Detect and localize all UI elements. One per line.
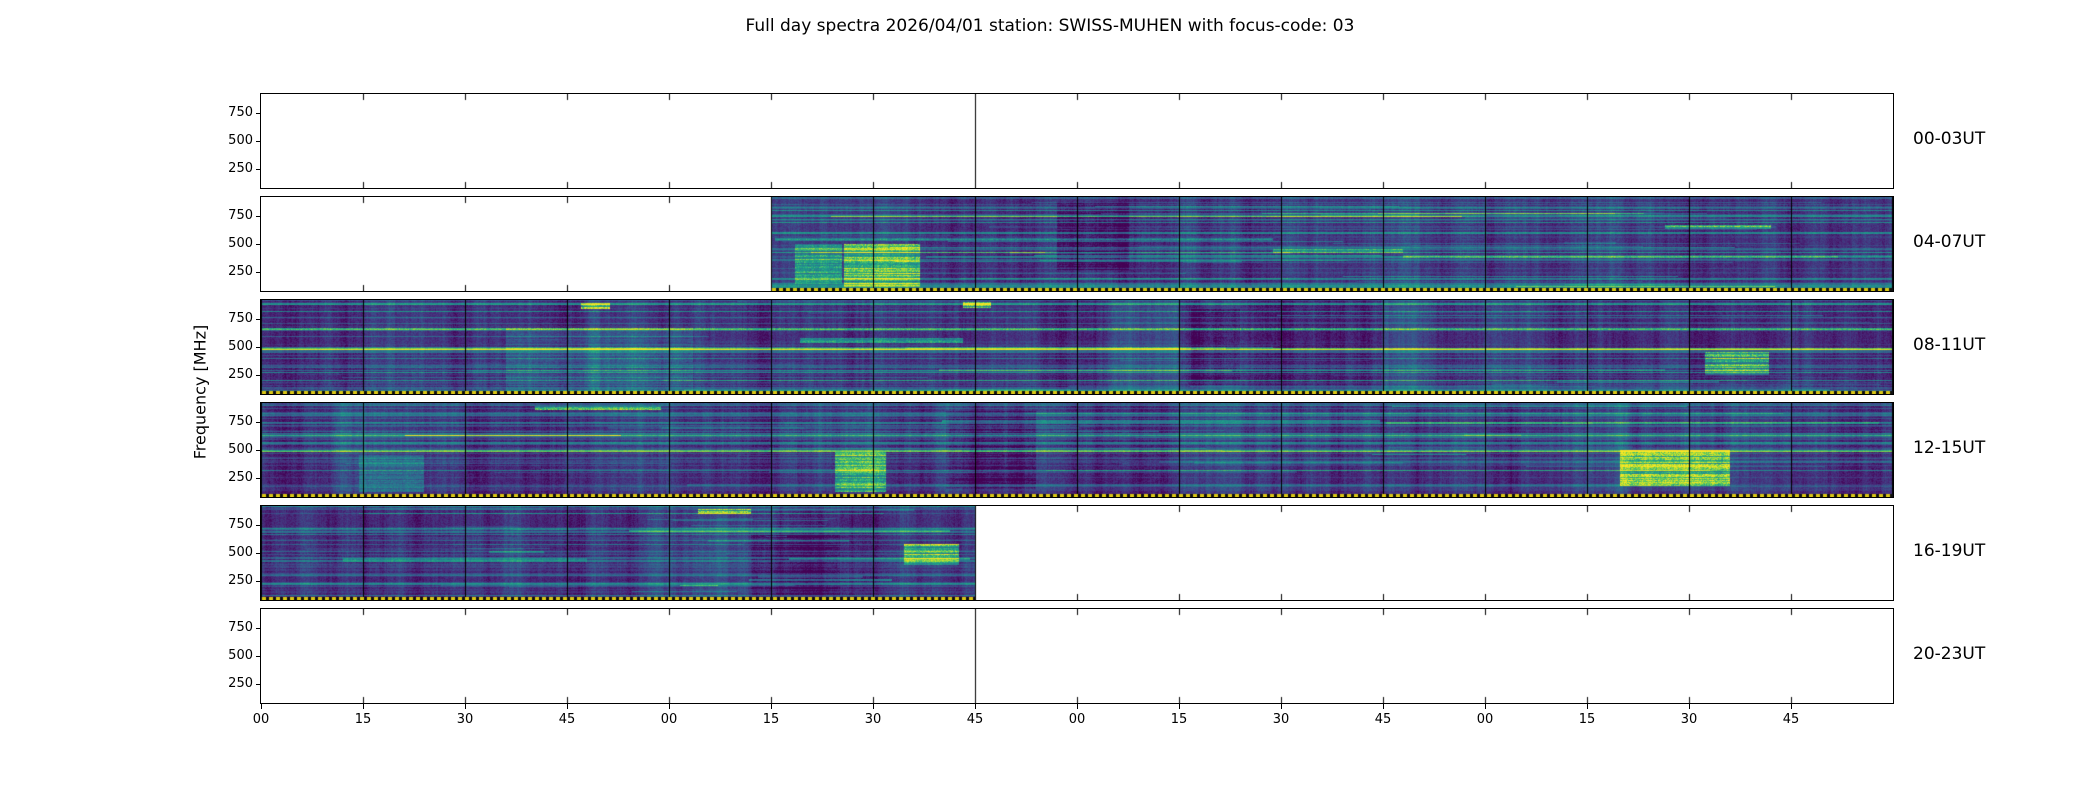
x-tick-mark <box>975 704 976 709</box>
row-time-label: 00-03UT <box>1913 129 1986 149</box>
spectra-row-panel <box>260 196 1894 292</box>
y-tick-mark <box>256 215 260 217</box>
y-tick-label: 750 <box>228 104 253 120</box>
y-tick-label: 750 <box>228 516 253 532</box>
x-tick-mark <box>1077 704 1078 709</box>
y-tick-label: 750 <box>228 413 253 429</box>
spectrogram-canvas <box>261 300 1893 394</box>
x-tick-mark <box>1179 704 1180 709</box>
y-tick-mark <box>256 656 260 657</box>
y-tick-label: 750 <box>228 619 253 635</box>
x-tick-mark <box>363 704 364 709</box>
spectrogram-canvas <box>261 403 1893 497</box>
y-axis-label: Frequency [MHz] <box>190 324 210 460</box>
y-tick-mark <box>256 141 260 142</box>
x-tick-mark <box>1587 704 1588 709</box>
chart-title: Full day spectra 2026/04/01 station: SWI… <box>745 16 1355 36</box>
x-tick-label: 15 <box>762 712 780 727</box>
y-tick-label: 750 <box>228 207 253 223</box>
y-tick-label: 500 <box>228 545 253 560</box>
y-tick-mark <box>256 524 260 526</box>
y-tick-label: 250 <box>228 573 253 589</box>
spectrogram-canvas <box>261 506 1893 600</box>
y-tick-mark <box>256 169 260 171</box>
x-tick-label: 45 <box>966 712 984 727</box>
spectra-row-panel <box>260 608 1894 704</box>
x-tick-label: 30 <box>456 712 474 727</box>
x-tick-mark <box>1281 704 1282 709</box>
x-tick-label: 30 <box>1680 712 1698 727</box>
x-tick-mark <box>771 704 772 709</box>
y-tick-label: 250 <box>228 161 253 177</box>
x-tick-label: 45 <box>1782 712 1800 727</box>
y-tick-label: 250 <box>228 367 253 383</box>
x-tick-mark <box>669 704 670 709</box>
y-tick-mark <box>256 421 260 423</box>
y-tick-label: 250 <box>228 676 253 692</box>
y-tick-mark <box>256 347 260 348</box>
spectra-row-panel <box>260 299 1894 395</box>
y-tick-mark <box>256 375 260 377</box>
y-tick-mark <box>256 627 260 629</box>
x-tick-label: 00 <box>660 712 678 727</box>
y-tick-label: 500 <box>228 648 253 663</box>
y-tick-mark <box>256 478 260 480</box>
x-tick-mark <box>465 704 466 709</box>
row-time-label: 20-23UT <box>1913 644 1986 664</box>
y-tick-mark <box>256 272 260 274</box>
y-tick-label: 500 <box>228 133 253 148</box>
y-tick-label: 250 <box>228 264 253 280</box>
row-time-label: 08-11UT <box>1913 335 1986 355</box>
x-tick-label: 15 <box>1578 712 1596 727</box>
x-tick-mark <box>873 704 874 709</box>
x-tick-mark <box>567 704 568 709</box>
x-tick-label: 45 <box>1374 712 1392 727</box>
x-tick-mark <box>1689 704 1690 709</box>
spectra-row-panel <box>260 505 1894 601</box>
spectrogram-canvas <box>261 94 1893 188</box>
y-tick-label: 250 <box>228 470 253 486</box>
y-tick-label: 750 <box>228 310 253 326</box>
spectrogram-canvas <box>261 197 1893 291</box>
x-tick-mark <box>1485 704 1486 709</box>
x-tick-label: 30 <box>864 712 882 727</box>
y-tick-mark <box>256 318 260 320</box>
row-time-label: 04-07UT <box>1913 232 1986 252</box>
x-tick-label: 45 <box>558 712 576 727</box>
spectra-row-panel <box>260 402 1894 498</box>
y-tick-label: 500 <box>228 339 253 354</box>
row-time-label: 12-15UT <box>1913 438 1986 458</box>
spectra-row-panel <box>260 93 1894 189</box>
y-tick-label: 500 <box>228 236 253 251</box>
x-tick-label: 00 <box>252 712 270 727</box>
x-tick-mark <box>261 704 262 709</box>
x-tick-mark <box>1383 704 1384 709</box>
x-tick-label: 30 <box>1272 712 1290 727</box>
x-tick-label: 15 <box>354 712 372 727</box>
y-tick-mark <box>256 112 260 114</box>
x-tick-label: 15 <box>1170 712 1188 727</box>
y-tick-mark <box>256 581 260 583</box>
y-tick-label: 500 <box>228 442 253 457</box>
y-tick-mark <box>256 553 260 554</box>
x-tick-mark <box>1791 704 1792 709</box>
spectrogram-canvas <box>261 609 1893 703</box>
y-tick-mark <box>256 244 260 245</box>
row-time-label: 16-19UT <box>1913 541 1986 561</box>
y-tick-mark <box>256 684 260 686</box>
x-tick-label: 00 <box>1068 712 1086 727</box>
y-tick-mark <box>256 450 260 451</box>
x-tick-label: 00 <box>1476 712 1494 727</box>
